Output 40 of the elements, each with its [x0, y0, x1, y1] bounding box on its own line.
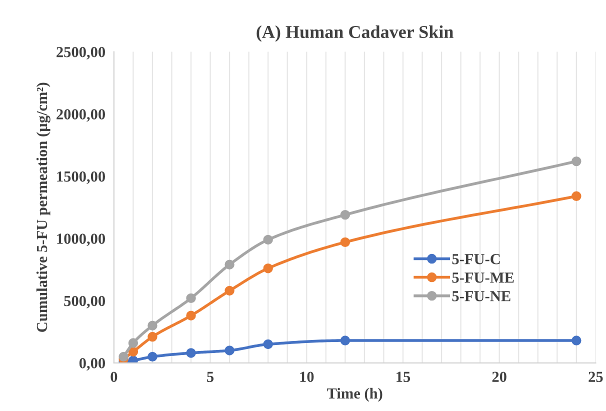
point	[224, 346, 234, 356]
point	[148, 332, 158, 342]
point	[148, 352, 158, 362]
y-tick-label: 2000,00	[56, 109, 106, 122]
chart-title: (A) Human Cadaver Skin	[256, 25, 454, 42]
x-axis-title: Time (h)	[326, 388, 382, 402]
y-tick-label: 2500,00	[56, 46, 106, 60]
point	[224, 286, 234, 296]
point	[148, 320, 158, 330]
point	[186, 348, 196, 358]
point	[128, 356, 138, 363]
y-tick-label: 500,00	[64, 296, 106, 308]
point	[340, 210, 350, 220]
point	[340, 336, 350, 346]
x-tick-label: 5	[207, 372, 214, 382]
y-tick-label: 1000,00	[57, 234, 106, 246]
point	[263, 339, 273, 350]
point	[572, 156, 582, 166]
legend-label: 5-FU-ME	[452, 272, 514, 283]
x-tick-label: 15	[396, 372, 410, 382]
y-tick-label: 0,00	[79, 358, 106, 371]
x-tick-label: 0	[110, 372, 118, 382]
x-tick-label: 10	[300, 372, 314, 382]
point	[572, 191, 582, 202]
point	[224, 260, 234, 270]
point	[128, 346, 138, 357]
point	[340, 237, 350, 248]
x-tick-label: 25	[588, 372, 603, 382]
y-axis-title: Cumulative 5-FU permeation (µg/cm²)	[36, 82, 50, 332]
point	[572, 336, 582, 346]
x-tick-label: 20	[492, 372, 506, 382]
legend-label: 5-FU-NE	[452, 291, 510, 302]
point	[186, 310, 196, 320]
point	[118, 352, 128, 362]
legend-label: 5-FU-C	[452, 254, 500, 264]
point	[263, 263, 273, 274]
point	[186, 293, 196, 304]
point	[263, 234, 273, 245]
point	[128, 338, 138, 348]
y-tick-label: 1500,00	[57, 171, 106, 184]
